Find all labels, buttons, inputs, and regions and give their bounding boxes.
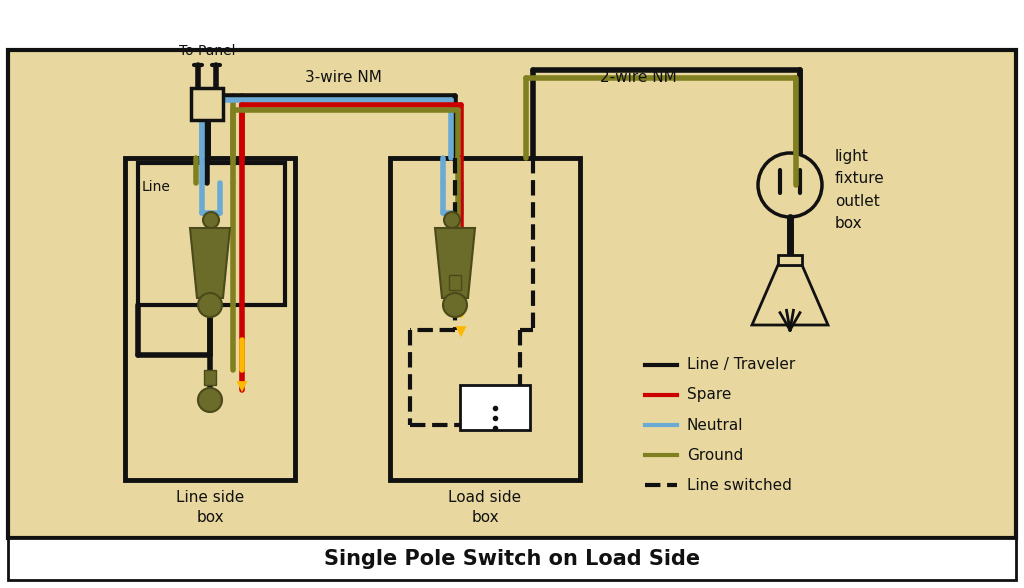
Polygon shape — [752, 265, 828, 325]
Polygon shape — [435, 228, 475, 298]
Circle shape — [198, 388, 222, 412]
Polygon shape — [190, 228, 230, 298]
Text: Line switched: Line switched — [687, 477, 792, 493]
Text: Neutral: Neutral — [687, 417, 743, 433]
Text: Spare: Spare — [687, 387, 731, 403]
Text: To Panel: To Panel — [179, 44, 236, 58]
Text: Single Pole Switch on Load Side: Single Pole Switch on Load Side — [324, 549, 700, 569]
Bar — [191, 88, 223, 120]
Text: 2-wire NM: 2-wire NM — [600, 71, 677, 85]
Bar — [449, 275, 461, 290]
Bar — [125, 158, 295, 480]
Text: Line / Traveler: Line / Traveler — [687, 358, 796, 373]
Text: Line side
box: Line side box — [176, 490, 244, 525]
Bar — [460, 385, 530, 430]
Text: Ground: Ground — [687, 447, 743, 463]
Bar — [204, 370, 216, 385]
Text: 3-wire NM: 3-wire NM — [305, 71, 382, 85]
Bar — [138, 163, 285, 305]
Circle shape — [443, 293, 467, 317]
Bar — [390, 158, 580, 480]
Circle shape — [198, 293, 222, 317]
Text: Line: Line — [142, 180, 171, 194]
Bar — [8, 50, 1016, 538]
Text: Load side
box: Load side box — [449, 490, 521, 525]
Bar — [8, 538, 1016, 580]
Circle shape — [444, 212, 460, 228]
Circle shape — [758, 153, 822, 217]
Text: light
fixture
outlet
box: light fixture outlet box — [835, 149, 885, 231]
Bar — [778, 255, 802, 265]
Circle shape — [203, 212, 219, 228]
